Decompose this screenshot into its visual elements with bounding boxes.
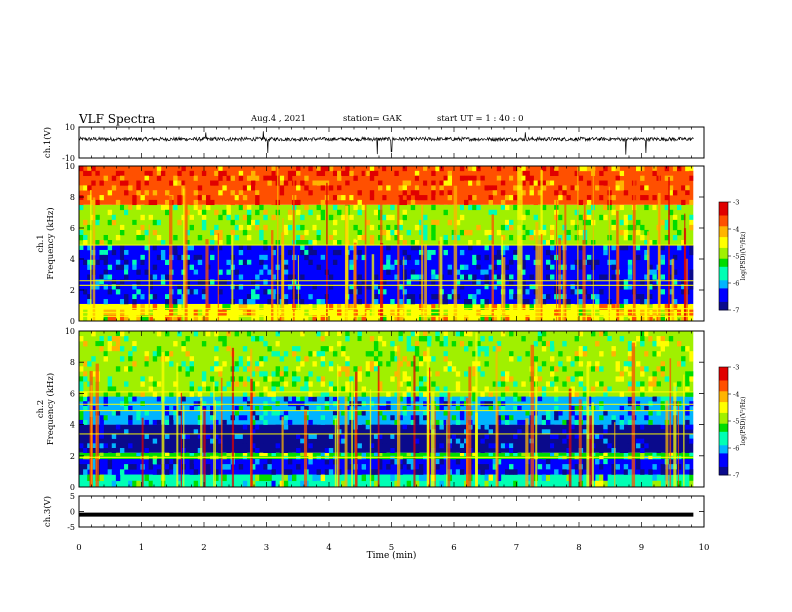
ch1-spectrogram-cb-label: log(PSD)(V²/Hz)	[740, 232, 747, 281]
ch2-spectrogram	[79, 331, 704, 488]
date-label: Aug.4 , 2021	[251, 114, 306, 124]
ch2-spectrogram-cb-tick--5: -5	[733, 418, 739, 426]
ch1-spectrogram-cb-tick--6: -6	[733, 280, 739, 288]
station-label: station= GAK	[343, 114, 402, 124]
x-tick-1: 1	[139, 543, 144, 553]
ch2-spectrogram-y-tick-2: 2	[70, 452, 75, 461]
ch2-spectrogram-cb-tick--6: -6	[733, 445, 739, 453]
ch1-spectrogram-y-tick-4: 4	[70, 255, 75, 264]
ch1-waveform-line	[78, 131, 694, 155]
ch2-spectrogram-cb-label: log(PSD)(V²/Hz)	[740, 397, 747, 446]
x-tick-4: 4	[326, 543, 331, 553]
x-tick-5: 5	[389, 543, 394, 553]
ch2-spectrogram-y-tick-0: 0	[70, 483, 75, 492]
ch2-spectrogram-y-tick-6: 6	[70, 389, 75, 398]
ch3-y-tick-5: 5	[70, 492, 75, 501]
ch1-spectrogram-y-tick-10: 10	[65, 162, 75, 171]
ch1-spectrogram-cb-tick--5: -5	[733, 253, 739, 261]
x-tick-6: 6	[451, 543, 456, 553]
ch1-spectrogram-colorbar: -3 -4 -5 -6 -7 log(PSD)(V²/Hz)	[718, 199, 747, 315]
ch2-spectrogram-y-tick-10: 10	[65, 327, 75, 336]
x-axis-label: Time (min)	[367, 550, 417, 561]
x-tick-8: 8	[576, 543, 581, 553]
ch3-y-tick-0: 0	[70, 508, 75, 517]
ch1-spectrogram-y-tick-0: 0	[70, 317, 75, 326]
x-tick-2: 2	[201, 543, 206, 553]
ch1-y-tick--10: -10	[62, 154, 75, 163]
ch1-spectrogram-ylabel: ch.1Frequency (kHz)	[36, 207, 56, 279]
ch1-spectrogram-y-tick-2: 2	[70, 286, 75, 295]
ch2-spectrogram-cb-tick--7: -7	[733, 472, 739, 480]
x-tick-10: 10	[699, 543, 710, 553]
ch2-spectrogram-y-tick-4: 4	[70, 421, 75, 430]
ch2-spectrogram-cb-tick--3: -3	[733, 364, 739, 372]
ch1-spectrogram-y-tick-6: 6	[70, 224, 75, 233]
ch1-spectrogram	[79, 166, 704, 322]
plot-title: VLF Spectra	[79, 112, 156, 126]
x-tick-9: 9	[639, 543, 644, 553]
ch1-ylabel: ch.1(V)	[42, 127, 53, 158]
ch2-spectrogram-y-tick-8: 8	[70, 358, 75, 367]
x-tick-0: 0	[76, 543, 81, 553]
ch1-spectrogram-cb-tick--4: -4	[733, 226, 739, 234]
ch2-spectrogram-cb-tick--4: -4	[733, 391, 739, 399]
ch3-ylabel: ch.3(V)	[42, 496, 53, 527]
ch3-y-tick--5: -5	[67, 523, 75, 532]
x-tick-7: 7	[514, 543, 519, 553]
start-ut-label: start UT = 1 : 40 : 0	[437, 114, 524, 124]
ch2-spectrogram-colorbar: -3 -4 -5 -6 -7 log(PSD)(V²/Hz)	[718, 364, 747, 480]
ch1-spectrogram-cb-tick--7: -7	[733, 307, 739, 315]
x-tick-3: 3	[264, 543, 269, 553]
ch2-spectrogram-ylabel: ch.2Frequency (kHz)	[36, 373, 56, 445]
ch1-spectrogram-cb-tick--3: -3	[733, 199, 739, 207]
ch1-spectrogram-y-tick-8: 8	[70, 193, 75, 202]
ch1-y-tick-10: 10	[65, 123, 75, 132]
